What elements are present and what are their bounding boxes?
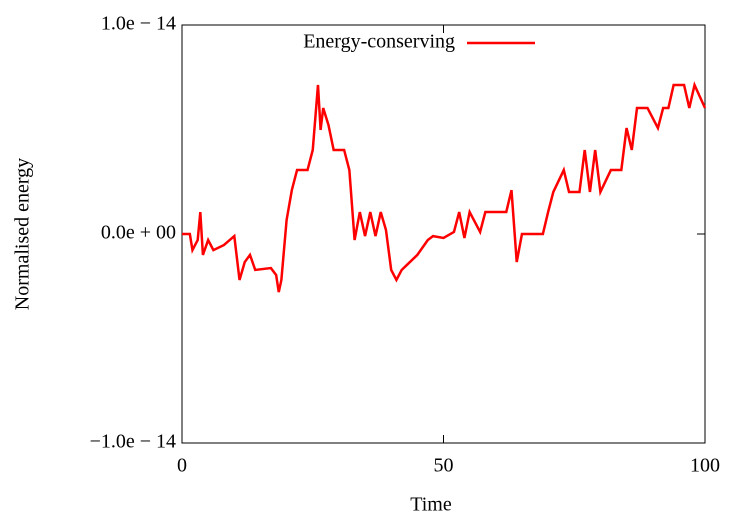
- x-axis-label: Time: [410, 494, 452, 516]
- plot-frame: [181, 24, 706, 444]
- data-line: [182, 81, 707, 293]
- y-tick-label: −1.0e − 14: [90, 431, 176, 453]
- y-tick-label: 0.0e + 00: [101, 222, 176, 244]
- x-tick-label: 100: [690, 455, 720, 477]
- x-tick-label: 50: [434, 455, 454, 477]
- y-tick-label: 1.0e − 14: [101, 13, 176, 35]
- y-axis-label: Normalised energy: [12, 158, 34, 310]
- legend-label: Energy-conserving: [303, 31, 455, 53]
- x-tick-label: 0: [177, 455, 187, 477]
